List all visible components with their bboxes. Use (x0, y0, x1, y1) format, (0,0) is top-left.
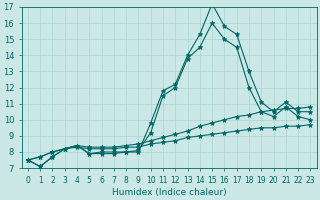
X-axis label: Humidex (Indice chaleur): Humidex (Indice chaleur) (112, 188, 227, 197)
